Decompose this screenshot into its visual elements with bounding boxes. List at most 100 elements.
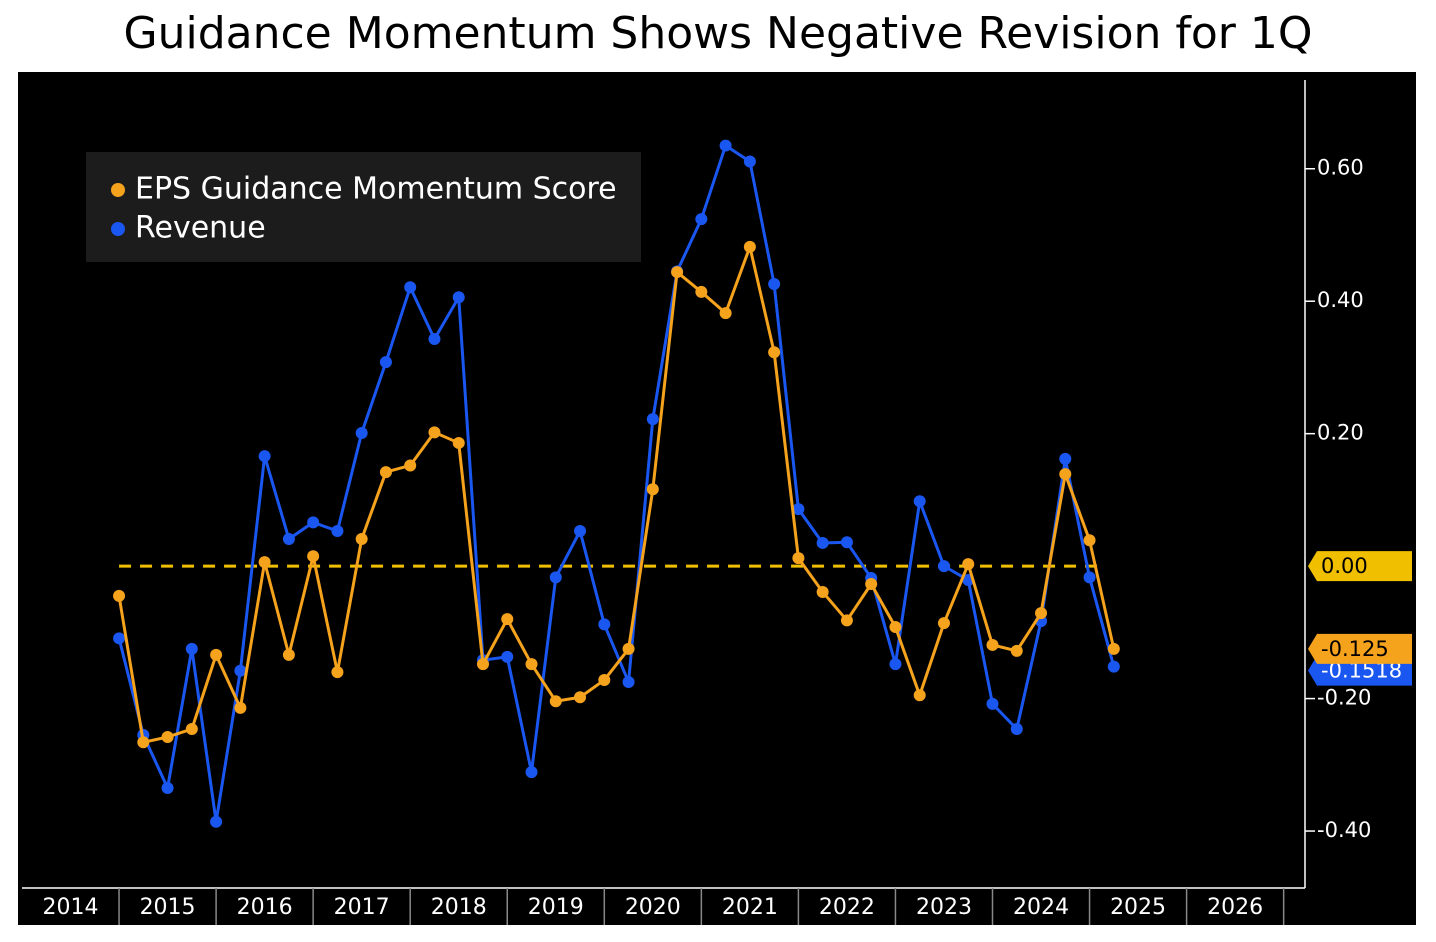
point (185, 723, 198, 736)
x-tick-label: 2025 (1110, 895, 1166, 920)
point (962, 558, 975, 571)
point (840, 614, 853, 627)
point (476, 658, 489, 671)
point (1010, 644, 1023, 657)
point (986, 638, 999, 651)
point (161, 781, 174, 794)
point (816, 585, 829, 598)
y-tick-label: -0.20 (1317, 686, 1371, 710)
point (113, 589, 126, 602)
point (792, 503, 805, 516)
point (307, 550, 320, 563)
x-tick-label: 2026 (1207, 895, 1263, 920)
point (549, 571, 562, 584)
x-tick-label: 2022 (819, 895, 875, 920)
point (234, 701, 247, 714)
point (646, 413, 659, 426)
y-tick-label: 0.20 (1317, 421, 1364, 445)
point (210, 815, 223, 828)
point (1059, 468, 1072, 481)
point (185, 642, 198, 655)
point (598, 618, 611, 631)
point (525, 766, 538, 779)
point (404, 459, 417, 472)
x-tick-label: 2024 (1013, 895, 1069, 920)
point (1059, 452, 1072, 465)
x-tick-label: 2014 (43, 895, 99, 920)
point (768, 277, 781, 290)
value-tag-label: 0.00 (1321, 554, 1368, 578)
point (428, 426, 441, 439)
point (331, 666, 344, 679)
point (307, 516, 320, 529)
point (865, 578, 878, 591)
point (768, 346, 781, 359)
point (1010, 723, 1023, 736)
x-tick-label: 2018 (431, 895, 487, 920)
point (646, 483, 659, 496)
point (574, 525, 587, 538)
value-tag-shape (1308, 551, 1412, 582)
point (913, 495, 926, 508)
legend-label: Revenue (135, 211, 266, 246)
point (937, 560, 950, 573)
value-tag: -0.125 (1308, 633, 1412, 664)
legend: EPS Guidance Momentum Score Revenue (86, 152, 641, 262)
point (913, 689, 926, 702)
point (743, 240, 756, 253)
legend-marker (111, 183, 125, 197)
point (671, 266, 684, 279)
point (1083, 534, 1096, 547)
y-tick-label: 0.40 (1317, 288, 1364, 312)
y-tick-label: -0.40 (1317, 818, 1371, 842)
point (525, 658, 538, 671)
point (574, 691, 587, 704)
point (452, 436, 465, 449)
value-tag: 0.00 (1308, 551, 1412, 582)
x-tick-label: 2020 (625, 895, 681, 920)
point (889, 658, 902, 671)
x-tick-label: 2016 (237, 895, 293, 920)
series-line (117, 245, 1116, 744)
point (1035, 607, 1048, 620)
point (816, 536, 829, 549)
chart-title: Guidance Momentum Shows Negative Revisio… (124, 8, 1313, 59)
point (501, 650, 514, 663)
point (331, 525, 344, 538)
x-tick-label: 2021 (722, 895, 778, 920)
point (743, 155, 756, 168)
point (695, 285, 708, 298)
point (792, 552, 805, 565)
y-tick-label: 0.60 (1317, 156, 1364, 180)
x-tick-label: 2019 (528, 895, 584, 920)
point (404, 281, 417, 294)
point (258, 450, 271, 463)
point (840, 536, 853, 549)
point (355, 532, 368, 545)
point (210, 648, 223, 661)
x-tick-label: 2017 (334, 895, 390, 920)
point (1107, 660, 1120, 673)
point (622, 642, 635, 655)
value-tag-shape (1308, 633, 1412, 664)
legend-label: EPS Guidance Momentum Score (135, 172, 617, 207)
point (937, 617, 950, 630)
point (889, 621, 902, 634)
point (501, 613, 514, 626)
point (719, 139, 732, 152)
point (113, 632, 126, 645)
legend-box (86, 152, 641, 262)
point (282, 532, 295, 545)
point (282, 648, 295, 661)
point (379, 356, 392, 369)
point (986, 697, 999, 710)
point (258, 556, 271, 569)
x-tick-label: 2015 (140, 895, 196, 920)
x-tick-label: 2023 (916, 895, 972, 920)
point (719, 307, 732, 320)
point (598, 674, 611, 687)
point (695, 213, 708, 226)
point (549, 695, 562, 708)
value-tag-label: -0.125 (1321, 637, 1389, 661)
